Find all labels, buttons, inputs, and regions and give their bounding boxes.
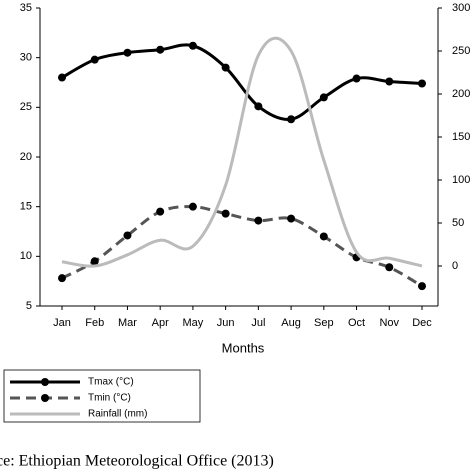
x-tick-label: Jul [251,317,265,329]
y-tick-label: 5 [26,300,32,312]
x-axis-label: Months [222,340,265,355]
data-point [188,202,197,211]
y-tick-label: 25 [20,101,32,113]
data-point [58,274,66,283]
legend-marker [41,378,49,386]
data-point [418,79,426,88]
data-point [319,232,328,241]
data-point [90,55,99,64]
x-tick-label: Jun [217,317,235,329]
x-tick-label: Aug [281,317,301,329]
y-tick-label: 10 [20,250,32,262]
x-tick-label: Sep [314,317,334,329]
y-tick-label: 15 [20,201,32,213]
data-point [123,231,132,240]
series-line [61,43,423,121]
data-point [319,93,328,102]
y2-tick-label: 300 [452,2,470,14]
series-line [61,205,423,288]
x-tick-label: Dec [412,317,432,329]
x-tick-label: Feb [85,317,104,329]
y2-tick-label: 200 [452,88,470,100]
data-point [385,263,394,272]
data-point [123,48,132,57]
x-tick-label: May [183,317,204,329]
y2-tick-label: 0 [452,260,458,272]
legend-box [3,369,201,423]
data-point [287,214,296,223]
data-point [254,216,263,225]
legend-label: Rainfall (mm) [88,409,147,420]
y2-tick-label: 150 [452,131,470,143]
y2-tick-label: 50 [452,217,464,229]
source-note: ce: Ethiopian Meteorological Office (201… [0,453,274,470]
x-tick-label: Nov [379,317,399,329]
x-tick-label: Oct [348,317,365,329]
data-point [156,207,165,216]
x-tick-label: Mar [118,317,137,329]
data-point [385,77,394,86]
y2-tick-label: 100 [452,174,470,186]
legend-marker [41,394,49,402]
series-line [61,36,423,268]
x-tick-label: Apr [152,317,169,329]
legend-label: Tmin (°C) [88,393,131,404]
y-tick-label: 35 [20,2,32,14]
data-point [287,115,296,124]
data-point [90,257,99,266]
data-point [58,73,66,82]
y-tick-label: 30 [20,52,32,64]
data-point [418,282,426,291]
legend-label: Tmax (°C) [88,377,134,388]
x-tick-label: Jan [53,317,71,329]
data-point [221,209,230,218]
y-tick-label: 20 [20,151,32,163]
y2-tick-label: 250 [452,45,470,57]
data-point [254,102,263,111]
data-point [156,45,165,54]
data-point [188,41,197,50]
data-point [352,74,361,83]
data-point [221,63,230,72]
